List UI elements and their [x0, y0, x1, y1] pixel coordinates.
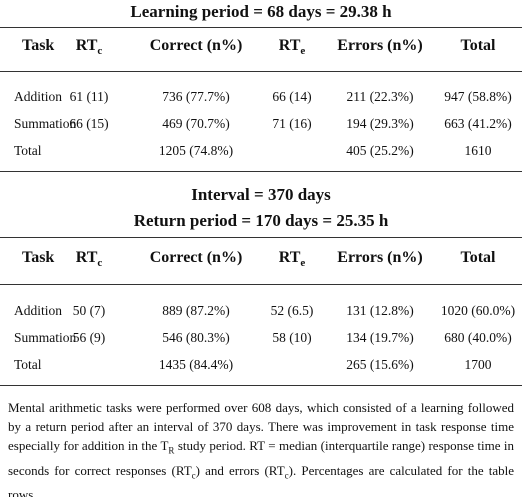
- subscript: e: [300, 257, 306, 270]
- rule: [0, 237, 522, 238]
- cell: 131 (12.8%): [346, 303, 414, 318]
- cell: 134 (19.7%): [346, 330, 414, 345]
- cell: 56 (9): [72, 330, 106, 345]
- cell: 211 (22.3%): [346, 89, 414, 104]
- table-title: Learning period = 68 days = 29.38 h: [130, 2, 392, 21]
- cell: 66 (15): [69, 116, 109, 131]
- cell: 1610: [464, 143, 492, 158]
- cell: Addition: [14, 89, 63, 104]
- cell: 947 (58.8%): [444, 89, 512, 104]
- cell: Summation: [14, 330, 77, 345]
- subscript: R: [168, 445, 175, 456]
- cell: 1435 (84.4%): [158, 357, 234, 372]
- footnote-text: study period. RT = median (interquartile…: [8, 438, 514, 478]
- rule: [0, 171, 522, 172]
- cell: 1700: [464, 357, 492, 372]
- cell: Summation: [14, 116, 77, 131]
- cell: 1020 (60.0%): [440, 303, 516, 318]
- cell-text: RT: [75, 37, 98, 54]
- cell: 66 (14): [272, 89, 312, 104]
- rule: [0, 284, 522, 285]
- subscript: c: [97, 45, 103, 58]
- cell: 663 (41.2%): [444, 116, 512, 131]
- header-cell: RTe: [279, 37, 306, 57]
- header-cell: Correct (n%): [149, 37, 243, 54]
- cell-text: RT: [278, 37, 301, 54]
- rule: [0, 71, 522, 72]
- header-cell: Correct (n%): [149, 249, 243, 266]
- table-title: Interval = 370 days: [191, 185, 331, 204]
- header-cell: Task: [22, 37, 55, 54]
- header-cell: Total: [460, 37, 496, 54]
- cell: 405 (25.2%): [346, 143, 414, 158]
- header-cell: RTc: [76, 249, 103, 269]
- cell: 546 (80.3%): [162, 330, 230, 345]
- cell: 469 (70.7%): [162, 116, 230, 131]
- cell: 680 (40.0%): [444, 330, 512, 345]
- header-cell: RTe: [279, 249, 306, 269]
- subscript: e: [300, 45, 306, 58]
- header-cell: RTc: [76, 37, 103, 57]
- table-title: Return period = 170 days = 25.35 h: [133, 211, 389, 230]
- cell: 736 (77.7%): [162, 89, 230, 104]
- footnote-text: Mental arithmetic tasks were performed o…: [8, 400, 514, 453]
- cell: 265 (15.6%): [346, 357, 414, 372]
- header-cell: Total: [460, 249, 496, 266]
- rule: [0, 385, 522, 386]
- subscript: c: [191, 470, 196, 481]
- subscript: c: [97, 257, 103, 270]
- subscript: c: [284, 470, 289, 481]
- cell: 61 (11): [69, 89, 109, 104]
- rule: [0, 27, 522, 28]
- cell: 889 (87.2%): [162, 303, 230, 318]
- footnote: Mental arithmetic tasks were performed o…: [8, 398, 514, 497]
- footnote-text: ) and errors (RT: [195, 462, 285, 478]
- header-cell: Task: [22, 249, 55, 266]
- footnote-text: ). Percentages are calculated for the ta…: [8, 462, 514, 497]
- header-cell: Errors (n%): [337, 37, 423, 54]
- cell: 58 (10): [272, 330, 312, 345]
- cell: 50 (7): [72, 303, 106, 318]
- cell-text: RT: [278, 249, 301, 266]
- cell: 1205 (74.8%): [158, 143, 234, 158]
- cell: Total: [14, 357, 42, 372]
- cell: 52 (6.5): [270, 303, 314, 318]
- cell: Total: [14, 143, 42, 158]
- cell: 71 (16): [272, 116, 312, 131]
- header-cell: Errors (n%): [337, 249, 423, 266]
- cell: Addition: [14, 303, 63, 318]
- cell: 194 (29.3%): [346, 116, 414, 131]
- cell-text: RT: [75, 249, 98, 266]
